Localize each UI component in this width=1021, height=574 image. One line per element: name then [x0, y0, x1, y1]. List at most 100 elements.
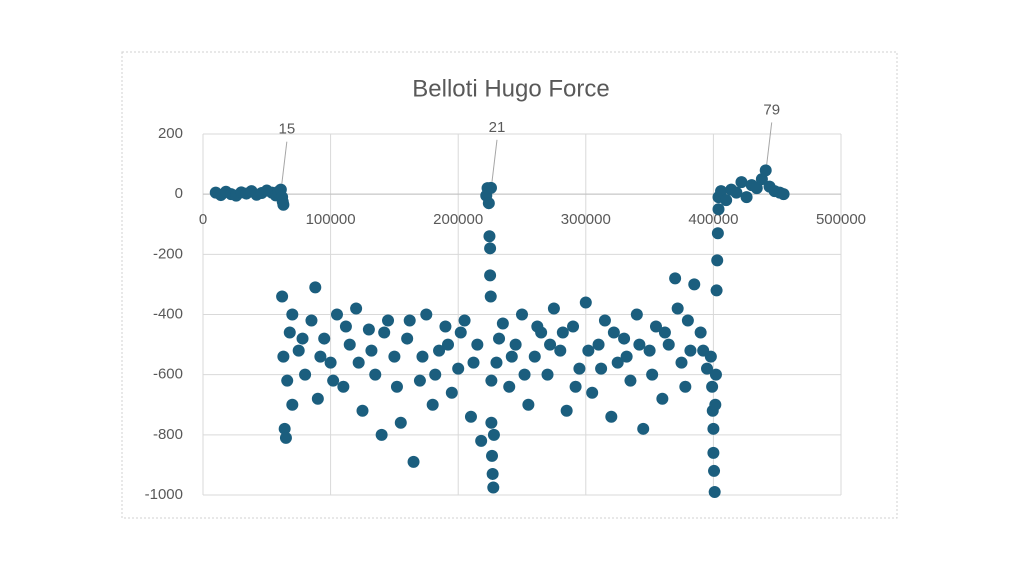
scatter-point	[482, 197, 495, 210]
scatter-point	[487, 481, 500, 494]
label-leader	[766, 122, 773, 165]
scatter-point	[382, 314, 395, 327]
chart-title: Belloti Hugo Force	[412, 75, 609, 102]
scatter-point	[544, 338, 557, 351]
scatter-point	[309, 281, 322, 294]
scatter-point	[658, 326, 671, 339]
scatter-point	[503, 380, 516, 393]
scatter-point	[720, 194, 733, 207]
scatter-point	[579, 296, 592, 309]
scatter-point	[484, 181, 497, 194]
scatter-point	[458, 314, 471, 327]
scatter-point	[646, 368, 659, 381]
scatter-point	[637, 422, 650, 435]
scatter-point	[433, 344, 446, 357]
data-label: 79	[763, 101, 780, 118]
scatter-point	[493, 332, 506, 345]
scatter-point	[464, 410, 477, 423]
scatter-point	[416, 350, 429, 363]
scatter-point	[710, 284, 723, 297]
scatter-point	[518, 368, 531, 381]
scatter-point	[420, 308, 433, 321]
scatter-point	[356, 404, 369, 417]
scatter-point	[475, 434, 488, 447]
x-tick-label: 200000	[433, 211, 483, 228]
scatter-point	[528, 350, 541, 363]
scatter-point	[656, 392, 669, 405]
scatter-point	[441, 338, 454, 351]
scatter-point	[330, 308, 343, 321]
scatter-point	[337, 380, 350, 393]
scatter-point	[279, 431, 292, 444]
scatter-point	[607, 326, 620, 339]
scatter-point	[439, 320, 452, 333]
scatter-point	[362, 323, 375, 336]
scatter-point	[352, 356, 365, 369]
scatter-point	[709, 398, 722, 411]
scatter-point	[643, 344, 656, 357]
scatter-point	[365, 344, 378, 357]
scatter-point	[711, 227, 724, 240]
scatter-point	[605, 410, 618, 423]
y-tick-label: -800	[153, 426, 183, 443]
scatter-point	[339, 320, 352, 333]
x-tick-label: 0	[199, 211, 207, 228]
scatter-point	[516, 308, 528, 321]
scatter-point	[486, 467, 499, 480]
scatter-point	[679, 380, 692, 393]
chart-frame	[121, 51, 898, 519]
label-leader	[491, 139, 498, 182]
scatter-point	[484, 242, 497, 255]
y-tick-label: -1000	[145, 486, 183, 503]
scatter-point	[486, 449, 499, 462]
scatter-point	[452, 362, 465, 375]
scatter-point	[484, 269, 497, 282]
label-leader	[281, 141, 288, 184]
scatter-point	[709, 368, 722, 381]
scatter-point	[630, 308, 643, 321]
scatter-point	[531, 320, 544, 333]
scatter-point	[649, 320, 662, 333]
scatter-point	[343, 338, 356, 351]
scatter-point	[426, 398, 439, 411]
scatter-point	[487, 428, 500, 441]
scatter-point	[707, 422, 720, 435]
scatter-point	[712, 203, 725, 216]
scatter-point	[706, 380, 719, 393]
scatter-point	[281, 374, 294, 387]
scatter-point	[556, 326, 569, 339]
scatter-point	[586, 386, 599, 399]
scatter-point	[592, 338, 605, 351]
scatter-point	[573, 362, 586, 375]
scatter-point	[711, 254, 724, 267]
scatter-point	[547, 302, 560, 315]
scatter-point	[277, 350, 290, 363]
scatter-point	[740, 191, 753, 204]
data-label: 15	[278, 121, 295, 138]
scatter-point	[299, 368, 312, 381]
scatter-point	[378, 326, 391, 339]
scatter-point	[296, 332, 309, 345]
scatter-point	[595, 362, 608, 375]
scatter-point	[483, 230, 496, 243]
scatter-point	[560, 404, 573, 417]
y-tick-label: -200	[153, 245, 183, 262]
scatter-point	[283, 326, 296, 339]
scatter-point	[735, 176, 748, 189]
scatter-point	[454, 326, 467, 339]
scatter-point	[350, 302, 363, 315]
scatter-point	[390, 380, 403, 393]
scatter-point	[413, 374, 426, 387]
scatter-point	[675, 356, 688, 369]
scatter-point	[611, 356, 624, 369]
scatter-point	[681, 314, 694, 327]
y-tick-label: -600	[153, 366, 183, 383]
scatter-point	[541, 368, 554, 381]
scatter-point	[369, 368, 382, 381]
scatter-point	[707, 446, 720, 459]
x-tick-label: 500000	[816, 211, 866, 228]
scatter-point	[569, 380, 582, 393]
scatter-point	[485, 416, 498, 429]
scatter-point	[314, 350, 327, 363]
